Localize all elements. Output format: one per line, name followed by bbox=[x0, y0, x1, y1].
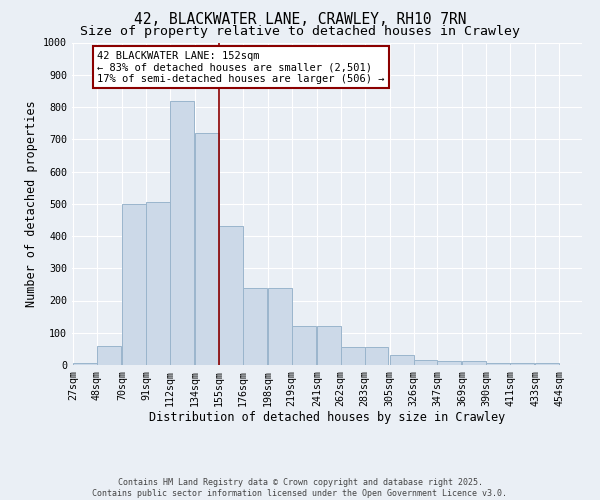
Bar bbox=[535, 364, 559, 365]
Bar bbox=[73, 364, 97, 365]
Bar bbox=[195, 133, 219, 365]
Text: Contains HM Land Registry data © Crown copyright and database right 2025.
Contai: Contains HM Land Registry data © Crown c… bbox=[92, 478, 508, 498]
Bar bbox=[510, 364, 534, 365]
Bar bbox=[463, 361, 487, 365]
Bar bbox=[292, 326, 316, 365]
Bar bbox=[243, 288, 266, 365]
Bar bbox=[341, 348, 365, 365]
X-axis label: Distribution of detached houses by size in Crawley: Distribution of detached houses by size … bbox=[149, 412, 505, 424]
Text: 42, BLACKWATER LANE, CRAWLEY, RH10 7RN: 42, BLACKWATER LANE, CRAWLEY, RH10 7RN bbox=[134, 12, 466, 28]
Text: 42 BLACKWATER LANE: 152sqm
← 83% of detached houses are smaller (2,501)
17% of s: 42 BLACKWATER LANE: 152sqm ← 83% of deta… bbox=[97, 50, 385, 84]
Bar bbox=[365, 348, 388, 365]
Text: Size of property relative to detached houses in Crawley: Size of property relative to detached ho… bbox=[80, 25, 520, 38]
Bar bbox=[437, 361, 461, 365]
Bar bbox=[389, 356, 413, 365]
Bar bbox=[146, 202, 170, 365]
Bar bbox=[317, 326, 341, 365]
Y-axis label: Number of detached properties: Number of detached properties bbox=[25, 100, 38, 307]
Bar bbox=[97, 346, 121, 365]
Bar bbox=[268, 288, 292, 365]
Bar bbox=[487, 364, 510, 365]
Bar bbox=[122, 204, 146, 365]
Bar bbox=[413, 360, 437, 365]
Bar bbox=[170, 100, 194, 365]
Bar bbox=[219, 226, 243, 365]
